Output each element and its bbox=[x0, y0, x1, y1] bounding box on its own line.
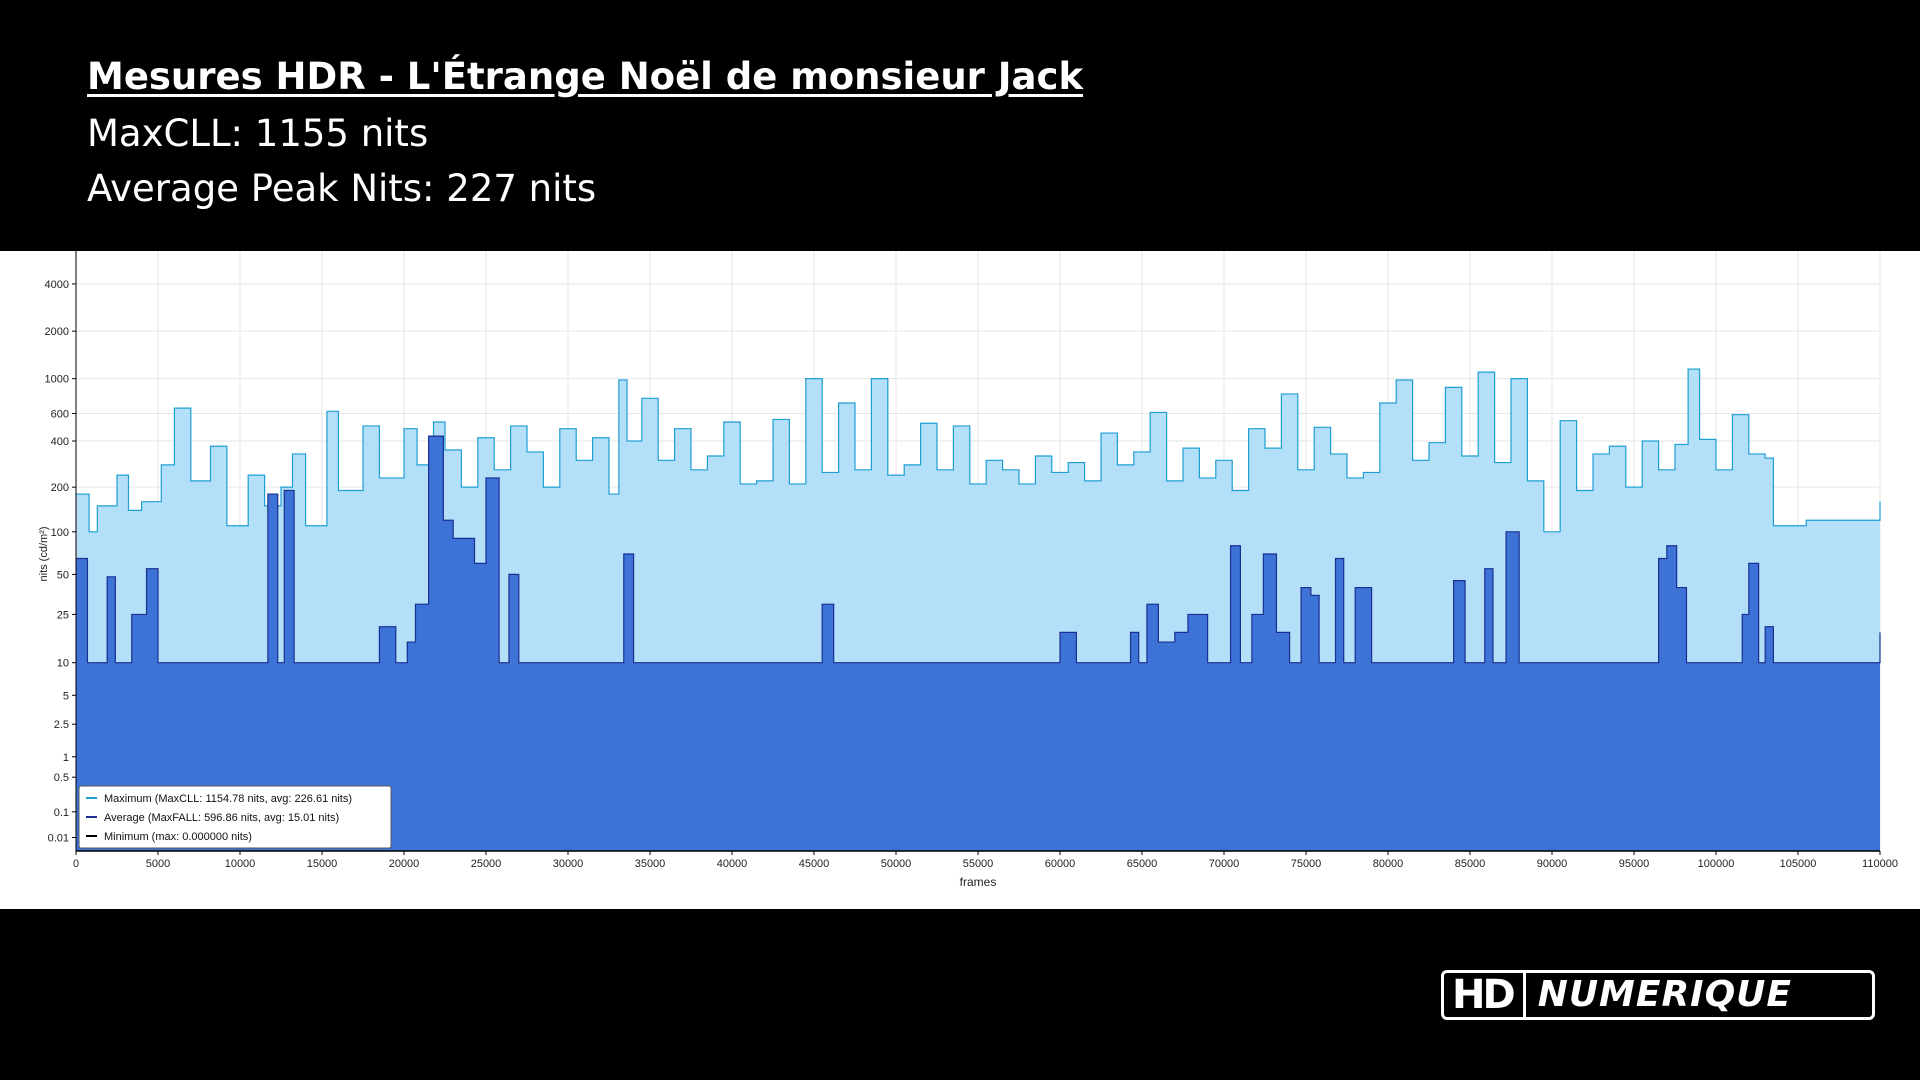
y-tick-label: 200 bbox=[51, 482, 69, 494]
y-tick-label: 2000 bbox=[45, 326, 69, 338]
logo-divider bbox=[1522, 973, 1526, 1017]
legend-entry: Minimum (max: 0.000000 nits) bbox=[104, 831, 252, 843]
y-tick-label: 5 bbox=[63, 690, 69, 702]
y-tick-label: 0.5 bbox=[54, 772, 69, 784]
x-tick-label: 40000 bbox=[717, 858, 748, 870]
x-tick-label: 60000 bbox=[1045, 858, 1076, 870]
x-tick-label: 30000 bbox=[553, 858, 584, 870]
x-tick-label: 35000 bbox=[635, 858, 666, 870]
y-axis-label: nits (cd/m²) bbox=[38, 526, 50, 581]
x-tick-label: 95000 bbox=[1619, 858, 1650, 870]
hdr-chart: 0 5000 10000 15000 20000 25000 30000 35000 40000… bbox=[38, 251, 1898, 889]
page-title: Mesures HDR - L'Étrange Noël de monsieur… bbox=[87, 55, 1084, 98]
x-tick-label: 15000 bbox=[307, 858, 338, 870]
y-tick-label: 1 bbox=[63, 752, 69, 764]
y-tick-label: 2.5 bbox=[54, 719, 69, 731]
legend-entry: Maximum (MaxCLL: 1154.78 nits, avg: 226.… bbox=[104, 793, 352, 805]
x-tick-label: 85000 bbox=[1455, 858, 1486, 870]
legend-box bbox=[78, 785, 392, 849]
x-tick-label: 65000 bbox=[1127, 858, 1158, 870]
x-tick-label: 80000 bbox=[1373, 858, 1404, 870]
x-tick-label: 70000 bbox=[1209, 858, 1240, 870]
x-tick-label: 110000 bbox=[1862, 858, 1898, 870]
logo-hd-text: HD bbox=[1452, 972, 1516, 1018]
y-tick-label: 25 bbox=[57, 609, 69, 621]
x-tick-label: 0 bbox=[73, 858, 79, 870]
x-tick-label: 5000 bbox=[146, 858, 170, 870]
x-axis-label: frames bbox=[960, 875, 997, 889]
x-tick-label: 25000 bbox=[471, 858, 502, 870]
x-tick-label: 45000 bbox=[799, 858, 830, 870]
x-tick-label: 50000 bbox=[881, 858, 912, 870]
average-area bbox=[76, 436, 1880, 851]
x-tick-label: 90000 bbox=[1537, 858, 1568, 870]
x-tick-label: 10000 bbox=[225, 858, 256, 870]
y-tick-label: 400 bbox=[51, 436, 69, 448]
y-tick-label: 1000 bbox=[45, 374, 69, 386]
average-peak-line: Average Peak Nits: 227 nits bbox=[87, 167, 597, 210]
y-tick-label: 0.01 bbox=[48, 833, 69, 845]
y-tick-label: 600 bbox=[51, 409, 69, 421]
y-tick-label: 0.1 bbox=[54, 807, 69, 819]
chart-panel: 0 5000 10000 15000 20000 25000 30000 35000 40000… bbox=[0, 251, 1920, 909]
logo-numerique-text: NUMERIQUE bbox=[1537, 974, 1793, 1015]
x-tick-label: 75000 bbox=[1291, 858, 1322, 870]
maxcll-line: MaxCLL: 1155 nits bbox=[87, 112, 429, 155]
y-tick-label: 4000 bbox=[45, 279, 69, 291]
y-tick-label: 10 bbox=[57, 658, 69, 670]
hd-numerique-logo: HD NUMERIQUE bbox=[1441, 970, 1875, 1020]
y-tick-label: 100 bbox=[51, 527, 69, 539]
average-line bbox=[76, 435, 1881, 664]
x-tick-label: 20000 bbox=[389, 858, 420, 870]
x-tick-label: 55000 bbox=[963, 858, 994, 870]
header: Mesures HDR - L'Étrange Noël de monsieur… bbox=[87, 48, 1083, 216]
x-tick-label: 105000 bbox=[1780, 858, 1817, 870]
legend-entry: Average (MaxFALL: 596.86 nits, avg: 15.0… bbox=[104, 812, 339, 824]
x-tick-label: 100000 bbox=[1698, 858, 1735, 870]
maximum-line bbox=[76, 368, 1881, 533]
y-tick-label: 50 bbox=[57, 569, 69, 581]
